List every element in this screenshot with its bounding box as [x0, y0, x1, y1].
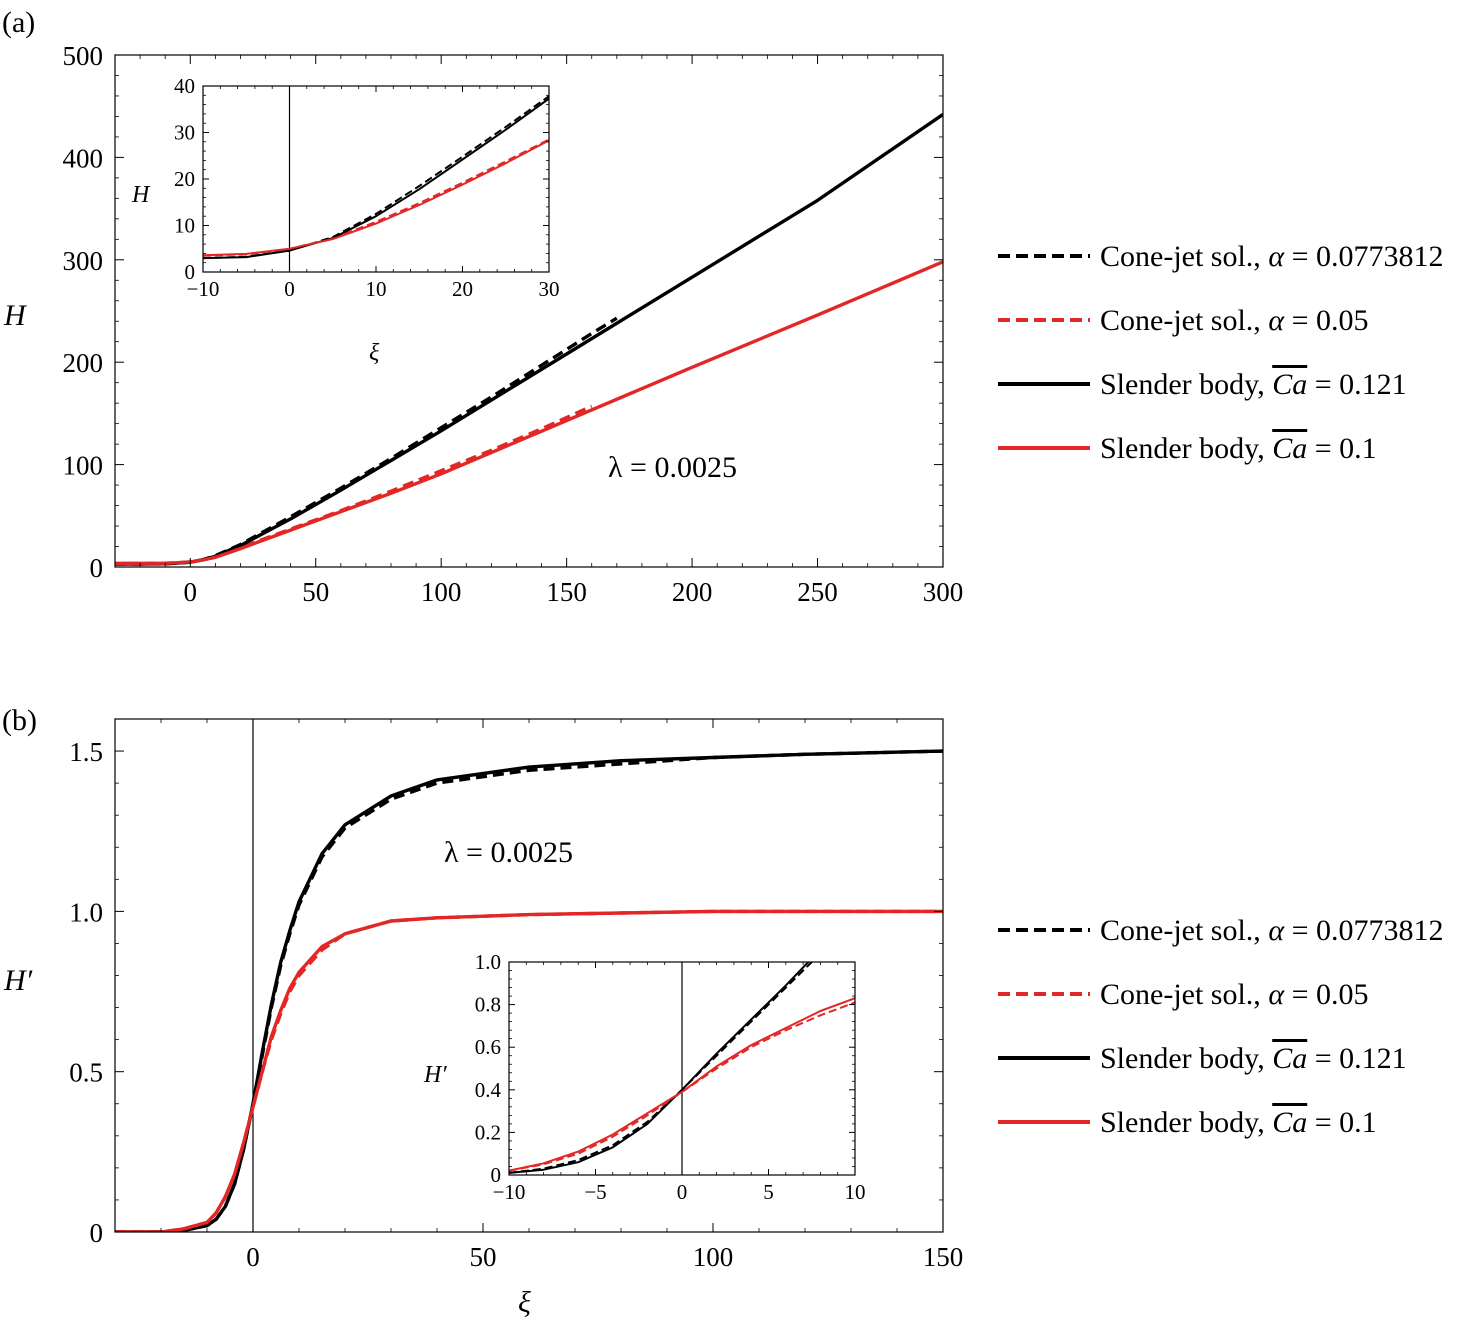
panel-b-xtick-label: 150	[923, 1242, 964, 1272]
panel-b-inset-xtick-label: 5	[763, 1180, 774, 1204]
panel-b-series-3	[115, 909, 943, 1232]
panel-b-inset-ylabel: H′	[423, 1062, 447, 1088]
panel-a-xtick-label: 0	[184, 577, 198, 607]
panel-b-inset-xtick-label: 10	[845, 1180, 866, 1204]
panel-b-inset-ytick-label: 0.2	[475, 1120, 501, 1144]
panel-a-ytick-label: 400	[63, 143, 104, 173]
panel-b-legend: Cone-jet sol., α = 0.0773812 Cone-jet sol…	[998, 914, 1443, 1139]
panel-a-label: (a)	[2, 6, 35, 39]
panel-b-ytick-label: 1.5	[69, 737, 103, 767]
panel-a-ytick-label: 100	[63, 451, 104, 481]
panel-b-inset-series-3	[509, 997, 855, 1172]
panel-b-legend-label-3: Slender body, Ca = 0.1	[1100, 1106, 1377, 1139]
panel-b-series-2	[115, 749, 943, 1232]
panel-a-xtick-label: 200	[672, 577, 713, 607]
panel-a-xtick-label: 300	[923, 577, 964, 607]
panel-b-legend-label-1: Cone-jet sol., α = 0.05	[1100, 978, 1368, 1011]
panel-a-inset-xtick-label: 10	[366, 277, 387, 301]
panel-a-ytick-label: 0	[90, 553, 104, 583]
panel-a-inset-series-3	[203, 139, 549, 257]
panel-a-xtick-label: 150	[546, 577, 587, 607]
panel-a-inset-ytick-label: 20	[174, 167, 195, 191]
panel-a-series-3	[115, 260, 943, 565]
panel-a-inset-xtick-label: 0	[284, 277, 295, 301]
panel-a-ytick-label: 200	[63, 348, 104, 378]
panel-b-xtick-label: 50	[470, 1242, 497, 1272]
panel-b-inset-ytick-label: 0	[491, 1163, 502, 1187]
panel-a-annotation: λ = 0.0025	[608, 451, 737, 484]
panel-a-xtick-label: 100	[421, 577, 462, 607]
panel-a-legend: Cone-jet sol., α = 0.0773812 Cone-jet sol…	[998, 240, 1443, 465]
panel-a-legend-label-0: Cone-jet sol., α = 0.0773812	[1100, 240, 1443, 273]
panel-a-inset-xtick-label: 30	[539, 277, 560, 301]
panel-a-inset-series-2	[203, 97, 549, 260]
panel-b-inset-xtick-label: 0	[677, 1180, 688, 1204]
panel-b-ytick-label: 0	[90, 1218, 104, 1248]
panel-b-annotation: λ = 0.0025	[444, 836, 573, 869]
panel-a-inset-xtick-label: −10	[187, 277, 220, 301]
panel-b-inset-ytick-label: 0.4	[475, 1078, 502, 1102]
panel-b-inset-series-2	[509, 962, 810, 1174]
panel-a-xtick-label: 250	[797, 577, 838, 607]
panel-a: (a) H 0 50 100 150 200 250 3000100200300400500…	[2, 6, 1443, 607]
panel-a-xtick-label: 50	[302, 577, 329, 607]
panel-a-inset-ytick-label: 40	[174, 74, 195, 98]
panel-b-inset-xtick-label: −5	[584, 1180, 606, 1204]
panel-a-inset-plot-area	[203, 86, 549, 272]
panel-b-inset-ytick-label: 0.6	[475, 1035, 501, 1059]
panel-b-legend-label-2: Slender body, Ca = 0.121	[1100, 1042, 1407, 1075]
panel-a-frame	[114, 54, 944, 568]
panel-b-xtick-label: 100	[693, 1242, 734, 1272]
panel-b-ytick-label: 0.5	[69, 1058, 103, 1088]
panel-b-inset-ytick-label: 1.0	[475, 950, 501, 974]
panel-a-inset-series-0	[203, 95, 549, 260]
panel-a-legend-label-2: Slender body, Ca = 0.121	[1100, 368, 1407, 401]
panel-a-inset-xtick-label: 20	[452, 277, 473, 301]
panel-a-ylabel: H	[3, 299, 28, 332]
panel-b-inset-xtick-label: −10	[493, 1180, 526, 1204]
panel-a-inset-ytick-label: 10	[174, 214, 195, 238]
panel-b-legend-label-0: Cone-jet sol., α = 0.0773812	[1100, 914, 1443, 947]
panel-a-legend-label-3: Slender body, Ca = 0.1	[1100, 432, 1377, 465]
panel-a-inset-ylabel: H	[131, 182, 151, 208]
panel-a-inset-ytick-label: 0	[185, 260, 196, 284]
panel-a-inset-xlabel: ξ	[369, 340, 380, 366]
panel-b-inset-ytick-label: 0.8	[475, 993, 501, 1017]
panel-b-ytick-label: 1.0	[69, 897, 103, 927]
panel-a-legend-label-1: Cone-jet sol., α = 0.05	[1100, 304, 1368, 337]
panel-a-ytick-label: 500	[63, 41, 104, 71]
panel-b-xtick-label: 0	[246, 1242, 260, 1272]
panel-a-inset-ytick-label: 30	[174, 121, 195, 145]
panel-a-ytick-label: 300	[63, 246, 104, 276]
panel-a-inset-series-1	[203, 138, 549, 257]
panel-b-ylabel: H′	[3, 964, 33, 997]
panel-b-label: (b)	[2, 704, 37, 737]
panel-b-xlabel: ξ	[518, 1286, 531, 1319]
panel-b-inset: −10 −5 0 5 10 0 0.2 0.4 0.6 0.8 1.0	[475, 950, 866, 1204]
